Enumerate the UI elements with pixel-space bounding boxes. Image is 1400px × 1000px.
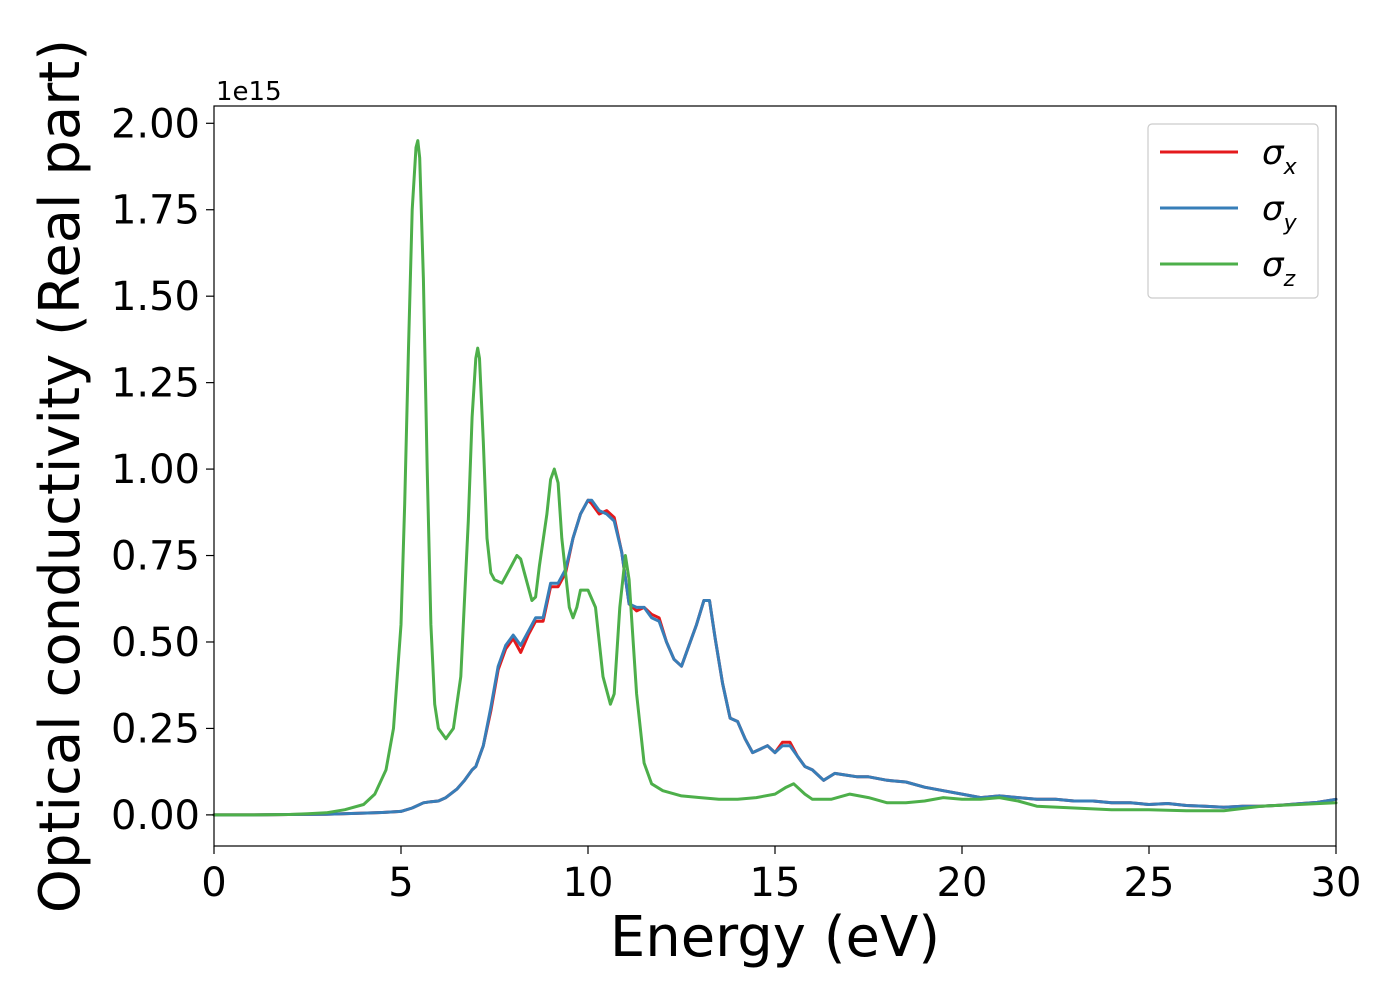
x-tick-label: 20 (937, 860, 988, 906)
y-tick-label: 0.25 (111, 706, 200, 752)
legend-subscript: y (1283, 211, 1298, 236)
x-tick-label: 25 (1124, 860, 1175, 906)
x-tick-label: 0 (201, 860, 226, 906)
series-line-y (212, 498, 1338, 817)
series-layer (212, 139, 1338, 817)
x-axis: 0 5 10 15 20 25 30 (201, 846, 1361, 906)
legend-subscript: z (1283, 267, 1296, 292)
y-tick-label: 0.50 (111, 620, 200, 666)
legend-box (1147, 123, 1319, 299)
y-axis-title: Optical conductivity (Real part) (28, 39, 93, 913)
y-tick-label: 1.00 (111, 447, 200, 493)
x-axis-title: Energy (eV) (610, 905, 940, 970)
plot-frame (213, 105, 1337, 847)
x-tick-label: 5 (388, 860, 413, 906)
y-tick-label: 0.75 (111, 534, 200, 580)
y-tick-label: 1.25 (111, 361, 200, 407)
y-tick-label: 0.00 (111, 793, 200, 839)
x-tick-label: 10 (563, 860, 614, 906)
x-tick-label: 30 (1311, 860, 1362, 906)
legend-label-y: σy (1262, 189, 1298, 236)
y-axis: 0.00 0.25 0.50 0.75 1.00 1.25 1.50 1.75 2.00 (111, 101, 214, 839)
y-tick-label: 1.50 (111, 274, 200, 320)
y-tick-label: 1.75 (111, 188, 200, 234)
y-tick-label: 2.00 (111, 101, 200, 147)
legend-subscript: x (1283, 155, 1298, 180)
x-tick-label: 15 (750, 860, 801, 906)
series-line-z (212, 139, 1338, 817)
y-offset-label: 1e15 (216, 77, 282, 107)
